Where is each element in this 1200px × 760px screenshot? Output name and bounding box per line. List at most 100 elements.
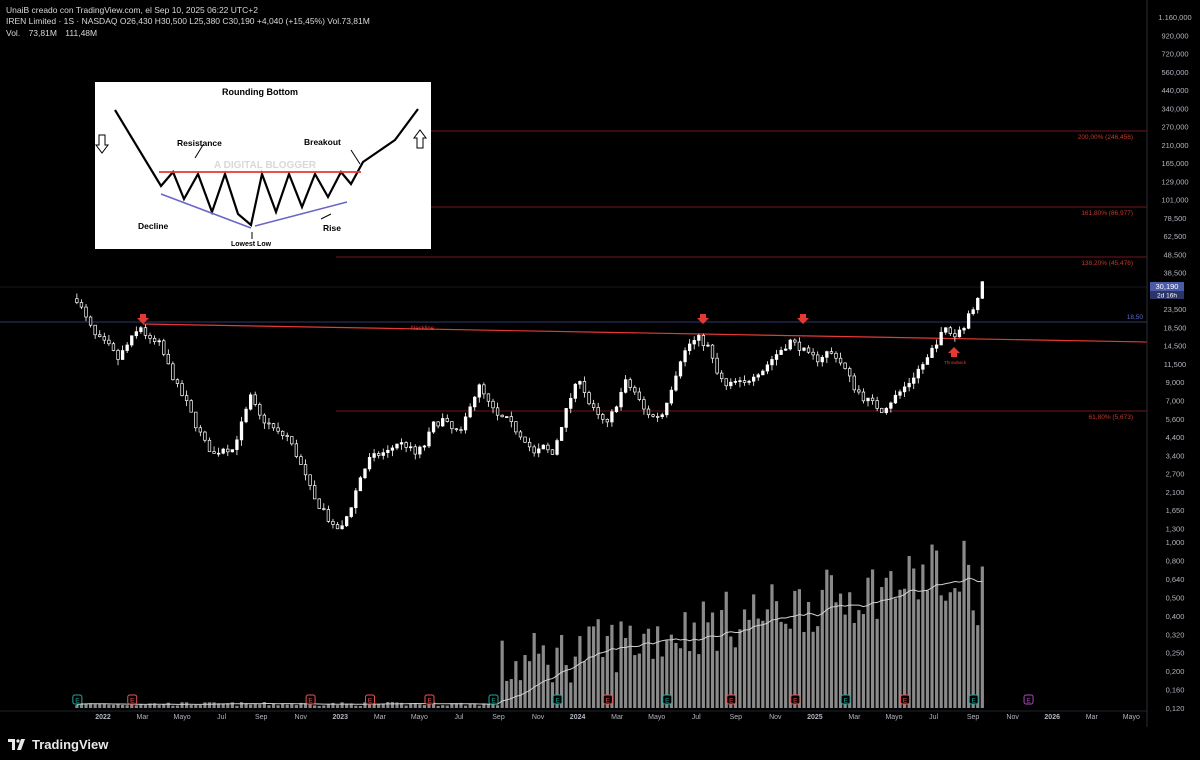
volume-bar (642, 633, 646, 708)
candle (248, 394, 253, 410)
volume-bar (500, 640, 504, 708)
volume-bar (770, 584, 774, 708)
price-tick-label: 560,000 (1161, 68, 1188, 77)
volume-bar (409, 703, 413, 708)
volume-bar (633, 655, 637, 708)
volume-bar (120, 704, 125, 708)
candle (162, 340, 166, 355)
candle (843, 362, 847, 369)
volume-bar (299, 702, 303, 708)
time-tick-label: Mayo (174, 714, 191, 721)
volume-bar (555, 647, 559, 708)
volume-bar (130, 704, 134, 708)
candle (79, 302, 84, 308)
candle (806, 347, 811, 353)
candle (710, 344, 715, 359)
earnings-marker (424, 694, 435, 705)
candle (189, 400, 193, 413)
price-tick-label: 210,000 (1161, 141, 1188, 150)
earnings-marker-label: E (555, 698, 560, 705)
volume-bar (75, 705, 79, 708)
volume-bar (249, 704, 253, 708)
chart-credit: UnaiB creado con TradingView.com, el Sep… (6, 5, 258, 15)
candle (724, 378, 728, 387)
volume-bar (852, 622, 856, 708)
time-tick-label: 2026 (1044, 714, 1060, 721)
candle (239, 421, 244, 441)
candle (655, 415, 660, 418)
volume-bar (761, 620, 765, 708)
candle (646, 408, 651, 416)
candle (591, 403, 596, 408)
label-rise: Rise (323, 223, 341, 233)
volume-bar (957, 591, 962, 708)
volume-bar (532, 632, 536, 708)
volume-bar (724, 591, 728, 708)
candle (665, 402, 669, 416)
neckline-label: Neckline (411, 326, 435, 332)
earnings-marker-label: E (903, 698, 908, 705)
volume-bar (848, 592, 852, 708)
candle (226, 448, 230, 453)
rise-line (254, 201, 348, 227)
candle (573, 383, 577, 399)
candle (683, 350, 687, 363)
time-tick-label: 2025 (807, 714, 823, 721)
candle (925, 357, 930, 365)
candle (454, 428, 459, 431)
earnings-marker-label: E (130, 698, 135, 705)
volume-bar (139, 704, 143, 708)
volume-bar (153, 703, 157, 708)
candle (889, 402, 893, 409)
candle (450, 421, 454, 430)
volume-bar (111, 704, 116, 708)
volume-bar (692, 622, 696, 708)
candle (953, 333, 957, 338)
price-tick-label: 340,000 (1161, 104, 1188, 113)
candle (669, 389, 674, 404)
tradingview-brand[interactable]: TradingView (8, 737, 108, 752)
candle (372, 453, 376, 458)
price-tick-label: 1,300 (1166, 524, 1185, 533)
volume-bar (473, 703, 477, 708)
price-tick-label: 78,500 (1164, 214, 1187, 223)
volume-info[interactable]: Vol. 73,81M 111,48M (6, 28, 103, 38)
volume-bar (784, 623, 788, 708)
volume-bar (331, 702, 335, 708)
candle (276, 427, 280, 432)
volume-bar (459, 702, 463, 708)
volume-bar (79, 702, 84, 708)
candle (559, 427, 564, 441)
volume-bar (477, 705, 481, 708)
symbol-info[interactable]: IREN Limited · 1S · NASDAQ O26,430 H30,5… (6, 16, 370, 26)
volume-bar (592, 626, 596, 708)
candle (303, 464, 308, 476)
candle (857, 389, 861, 393)
volume-bar (262, 702, 266, 708)
price-tick-label: 0,160 (1166, 686, 1185, 695)
volume-bar (674, 642, 678, 708)
candle (308, 474, 312, 486)
volume-bar (482, 703, 486, 708)
candle (171, 363, 175, 381)
candle (335, 524, 340, 530)
candle (93, 324, 97, 336)
candle (930, 347, 934, 358)
candle (948, 327, 952, 335)
price-tick-label: 62,500 (1164, 232, 1187, 241)
volume-bar (271, 703, 276, 708)
candle (143, 327, 148, 336)
down-arrow-icon (797, 314, 809, 324)
time-tick-label: 2022 (95, 714, 111, 721)
volume-bar (656, 626, 660, 708)
volume-bar (715, 650, 719, 708)
volume-bar (925, 590, 930, 708)
price-tick-label: 2,700 (1166, 470, 1185, 479)
volume-bar (857, 610, 861, 708)
candle (770, 359, 774, 366)
candle (221, 448, 225, 454)
diagram-watermark: A DIGITAL BLOGGER (214, 160, 317, 171)
candle (495, 407, 500, 416)
